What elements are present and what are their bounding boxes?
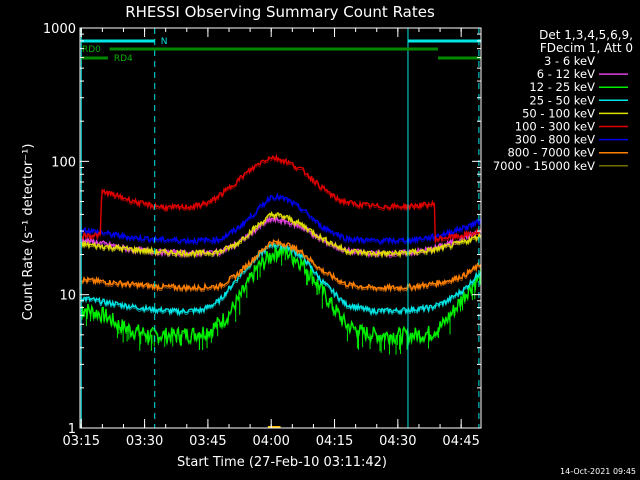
series-line-fill <box>80 235 482 276</box>
series-line <box>80 192 482 245</box>
series-300-800-kev <box>80 192 482 246</box>
x-tick-label: 04:30 <box>379 434 416 449</box>
legend-label: 25 - 50 keV <box>529 93 595 107</box>
x-tick-label: 03:30 <box>126 434 163 449</box>
x-axis-label: Start Time (27-Feb-10 03:11:42) <box>177 455 387 470</box>
legend-label: 50 - 100 keV <box>522 106 595 120</box>
x-axis-ticks: 03:15 03:30 03:45 04:00 04:15 04:30 04:45 <box>63 28 480 449</box>
legend-header-line-1: Det 1,3,4,5,6,9, <box>539 28 633 42</box>
series-line <box>80 210 482 258</box>
y-axis-label: Count Rate (s⁻¹ detector⁻¹) <box>21 144 36 321</box>
series-line-fill <box>80 241 482 294</box>
plot-frame <box>79 27 482 429</box>
series-800-7000-kev <box>80 238 482 294</box>
series-line <box>80 238 482 293</box>
footer-date: 14-Oct-2021 09:45 <box>560 467 636 476</box>
marker-layer: N RD0 RD4 <box>80 28 481 428</box>
rd4-label: RD4 <box>114 54 133 64</box>
series-line-fill <box>80 213 482 259</box>
series-3-6-kev <box>80 232 482 276</box>
series-50-100-kev <box>80 210 482 259</box>
series-100-300-kev <box>80 153 482 244</box>
y-tick-label: 1000 <box>43 22 76 37</box>
series-12-25-kev <box>80 244 482 355</box>
y-tick-label: 1 <box>68 422 76 437</box>
legend-header-line-2: FDecim 1, Att 0 <box>540 41 633 55</box>
x-tick-label: 03:45 <box>189 434 226 449</box>
chart-title: RHESSI Observing Summary Count Rates <box>125 3 435 21</box>
legend-label: 7000 - 15000 keV <box>493 159 595 173</box>
series-line <box>80 232 482 275</box>
rd0-label: RD0 <box>82 45 101 55</box>
legend-label: 6 - 12 keV <box>537 67 595 81</box>
night-bar-label: N <box>161 37 168 47</box>
x-tick-label: 04:00 <box>252 434 289 449</box>
series-line-fill <box>81 156 482 244</box>
legend-label: 3 - 6 keV <box>544 54 595 68</box>
series-line-fill <box>80 195 482 246</box>
legend-label: 100 - 300 keV <box>515 120 595 134</box>
legend-label: 300 - 800 keV <box>515 133 595 147</box>
x-tick-label: 04:15 <box>316 434 353 449</box>
y-tick-label: 10 <box>59 289 76 304</box>
x-tick-label: 04:45 <box>442 434 479 449</box>
legend-label: 800 - 7000 keV <box>507 146 595 160</box>
legend: Det 1,3,4,5,6,9, FDecim 1, Att 0 3 - 6 k… <box>493 28 633 173</box>
x-tick-label: 03:15 <box>63 434 100 449</box>
data-layer <box>80 153 482 355</box>
legend-label: 12 - 25 keV <box>529 80 595 94</box>
y-axis-ticks: 1 10 100 1000 <box>43 22 481 437</box>
series-line-fill <box>80 244 482 317</box>
series-line-fill <box>81 246 482 347</box>
y-tick-label: 100 <box>51 155 76 170</box>
series-25-50-kev <box>80 242 482 317</box>
series-line <box>80 153 482 242</box>
